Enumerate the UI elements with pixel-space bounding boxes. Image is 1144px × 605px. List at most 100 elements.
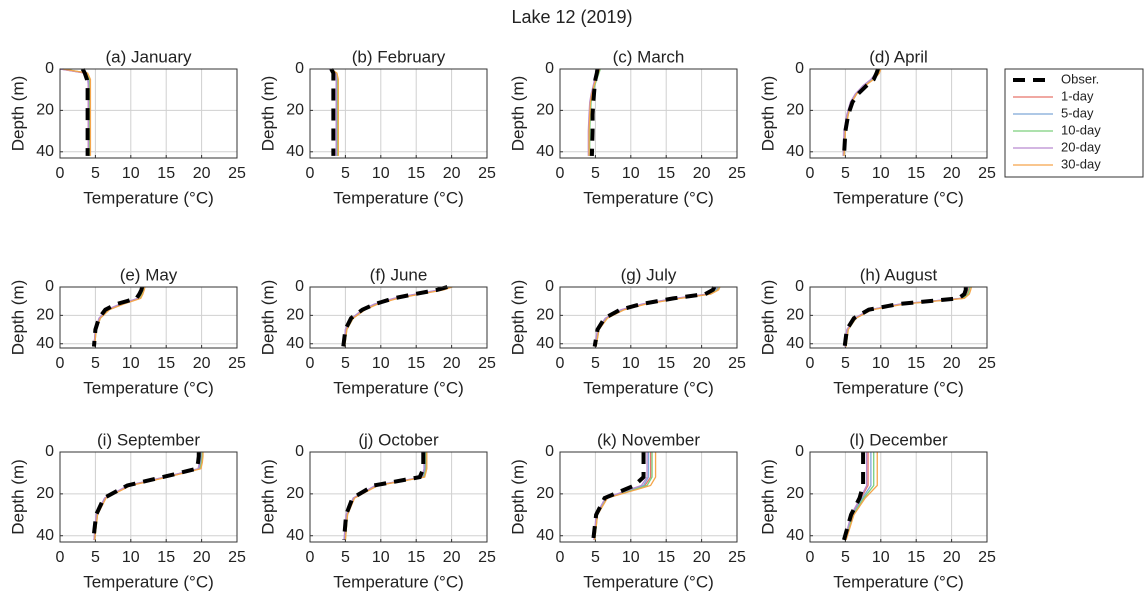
profile-line	[844, 452, 868, 541]
x-tick-label: 10	[372, 549, 390, 566]
y-tick-label: 40	[786, 335, 804, 352]
legend-label: 30-day	[1061, 156, 1101, 171]
x-tick-label: 25	[228, 355, 246, 372]
profile-line	[330, 68, 339, 156]
x-tick-label: 25	[478, 549, 496, 566]
x-tick-label: 0	[806, 549, 815, 566]
x-tick-label: 10	[872, 355, 890, 372]
x-tick-label: 15	[657, 165, 675, 182]
y-tick-label: 0	[295, 443, 304, 460]
subplot-title: (j) October	[358, 430, 439, 449]
y-tick-label: 0	[795, 443, 804, 460]
y-tick-label: 0	[545, 60, 554, 77]
subplot-title: (d) April	[869, 47, 928, 66]
x-tick-label: 10	[622, 355, 640, 372]
x-tick-label: 10	[622, 165, 640, 182]
y-axis-label: Depth (m)	[8, 76, 27, 152]
legend-label: Obser.	[1061, 71, 1099, 86]
x-tick-label: 0	[806, 355, 815, 372]
x-tick-label: 15	[157, 549, 175, 566]
x-tick-label: 25	[478, 165, 496, 182]
x-tick-label: 20	[193, 549, 211, 566]
y-axis-label: Depth (m)	[8, 459, 27, 535]
x-tick-label: 15	[157, 355, 175, 372]
x-tick-label: 5	[841, 355, 850, 372]
subplot-title: (b) February	[352, 47, 446, 66]
x-tick-label: 15	[407, 165, 425, 182]
profile-line	[341, 452, 426, 541]
y-tick-label: 40	[286, 143, 304, 160]
profile-line	[844, 452, 872, 541]
x-tick-label: 0	[306, 355, 315, 372]
x-tick-label: 25	[978, 549, 996, 566]
plot-area	[810, 287, 987, 348]
y-axis-label: Depth (m)	[508, 280, 527, 356]
x-tick-label: 20	[193, 355, 211, 372]
plot-area	[810, 69, 987, 158]
y-tick-label: 40	[536, 335, 554, 352]
plot-area	[560, 287, 737, 348]
profile-line	[329, 68, 336, 156]
y-tick-label: 0	[545, 278, 554, 295]
x-tick-label: 15	[907, 549, 925, 566]
x-tick-label: 20	[943, 165, 961, 182]
plot-area	[60, 287, 237, 348]
x-tick-label: 15	[157, 165, 175, 182]
y-axis-label: Depth (m)	[758, 459, 777, 535]
subplot-title: (k) November	[597, 430, 700, 449]
y-axis-label: Depth (m)	[258, 76, 277, 152]
x-tick-label: 15	[657, 355, 675, 372]
y-tick-label: 20	[536, 307, 554, 324]
x-tick-label: 20	[693, 165, 711, 182]
y-tick-label: 40	[286, 335, 304, 352]
x-tick-label: 25	[978, 165, 996, 182]
x-tick-label: 0	[556, 165, 565, 182]
axes-box	[809, 451, 988, 543]
profile-line	[330, 68, 338, 156]
y-tick-label: 40	[536, 143, 554, 160]
y-axis-label: Depth (m)	[508, 76, 527, 152]
x-tick-label: 5	[91, 355, 100, 372]
x-axis-label: Temperature (°C)	[833, 572, 964, 591]
y-tick-label: 0	[545, 443, 554, 460]
y-tick-label: 40	[286, 527, 304, 544]
axes-box	[559, 451, 738, 543]
profile-line	[842, 452, 866, 541]
x-axis-label: Temperature (°C)	[83, 572, 214, 591]
x-axis-label: Temperature (°C)	[583, 188, 714, 207]
figure-title: Lake 12 (2019)	[511, 7, 632, 27]
y-tick-label: 20	[36, 485, 54, 502]
y-tick-label: 20	[786, 485, 804, 502]
x-tick-label: 10	[372, 165, 390, 182]
x-tick-label: 15	[907, 165, 925, 182]
x-tick-label: 15	[657, 549, 675, 566]
x-tick-label: 20	[943, 355, 961, 372]
x-tick-label: 0	[56, 165, 65, 182]
x-tick-label: 0	[56, 549, 65, 566]
x-tick-label: 10	[122, 355, 140, 372]
y-tick-label: 40	[536, 527, 554, 544]
x-tick-label: 25	[228, 549, 246, 566]
x-tick-label: 0	[306, 165, 315, 182]
x-tick-label: 15	[907, 355, 925, 372]
x-tick-label: 5	[91, 549, 100, 566]
y-tick-label: 40	[786, 527, 804, 544]
y-axis-label: Depth (m)	[758, 76, 777, 152]
subplot-title: (a) January	[106, 47, 192, 66]
x-axis-label: Temperature (°C)	[833, 188, 964, 207]
axes-box	[59, 451, 238, 543]
x-tick-label: 5	[841, 165, 850, 182]
y-tick-label: 20	[36, 307, 54, 324]
subplot-title: (c) March	[613, 47, 685, 66]
legend-label: 20-day	[1061, 139, 1101, 154]
y-tick-label: 40	[36, 527, 54, 544]
plot-area	[560, 69, 737, 158]
axes-box	[309, 451, 488, 543]
x-axis-label: Temperature (°C)	[83, 378, 214, 397]
subplot-title: (g) July	[621, 265, 677, 284]
y-axis-label: Depth (m)	[758, 280, 777, 356]
profile-line	[841, 68, 880, 157]
x-tick-label: 20	[693, 355, 711, 372]
x-tick-label: 5	[591, 165, 600, 182]
profile-line	[842, 287, 968, 347]
